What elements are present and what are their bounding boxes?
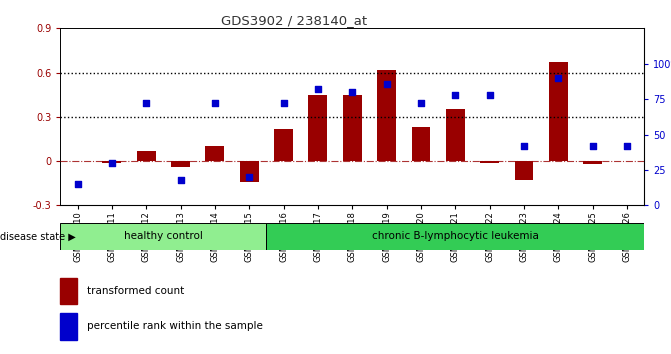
Point xyxy=(209,101,220,106)
Point xyxy=(381,81,392,86)
Bar xyxy=(266,223,644,250)
Text: disease state ▶: disease state ▶ xyxy=(0,231,76,241)
Point xyxy=(347,89,358,95)
Point xyxy=(72,181,83,187)
Bar xyxy=(171,161,190,167)
Point xyxy=(484,92,495,98)
Point xyxy=(313,86,323,92)
Bar xyxy=(60,223,266,250)
Text: healthy control: healthy control xyxy=(124,231,203,241)
Point xyxy=(553,75,564,81)
Point xyxy=(141,101,152,106)
Point xyxy=(244,174,254,180)
Bar xyxy=(309,95,327,161)
Title: GDS3902 / 238140_at: GDS3902 / 238140_at xyxy=(221,14,367,27)
Text: chronic B-lymphocytic leukemia: chronic B-lymphocytic leukemia xyxy=(372,231,539,241)
Bar xyxy=(60,278,76,304)
Bar xyxy=(583,161,602,164)
Bar xyxy=(103,161,121,162)
Bar xyxy=(480,161,499,162)
Bar xyxy=(137,151,156,161)
Bar xyxy=(343,95,362,161)
Bar xyxy=(274,129,293,161)
Point xyxy=(587,143,598,149)
Bar xyxy=(549,62,568,161)
Text: transformed count: transformed count xyxy=(87,286,185,296)
Point xyxy=(278,101,289,106)
Bar xyxy=(411,127,430,161)
Point xyxy=(519,143,529,149)
Bar xyxy=(515,161,533,180)
Point xyxy=(175,177,186,183)
Point xyxy=(415,101,426,106)
Point xyxy=(107,160,117,166)
Bar xyxy=(240,161,259,182)
Bar xyxy=(60,313,76,340)
Bar xyxy=(205,146,224,161)
Bar xyxy=(377,70,396,161)
Bar xyxy=(446,109,465,161)
Point xyxy=(621,143,632,149)
Text: percentile rank within the sample: percentile rank within the sample xyxy=(87,321,263,331)
Point xyxy=(450,92,461,98)
